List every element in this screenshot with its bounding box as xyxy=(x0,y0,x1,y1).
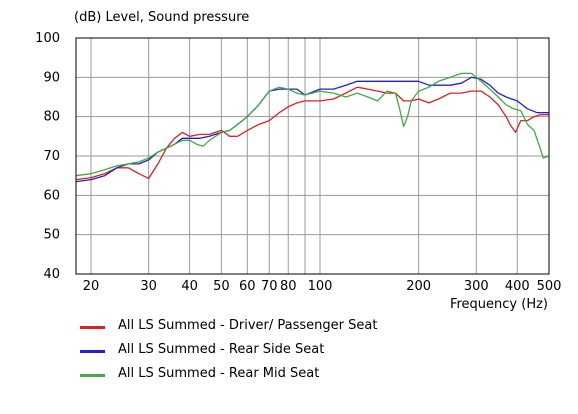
y-tick-label: 100 xyxy=(35,31,60,46)
series-line-2 xyxy=(75,72,550,177)
data-series xyxy=(75,72,550,183)
x-tick-label: 50 xyxy=(213,279,230,294)
x-tick-label: 40 xyxy=(181,279,198,294)
y-tick-labels: 40 50 60 70 80 90 100 xyxy=(35,31,60,282)
legend-swatch-red xyxy=(80,326,105,329)
x-tick-label: 20 xyxy=(83,279,100,294)
x-tick-label: 70 xyxy=(261,279,278,294)
y-tick-label: 90 xyxy=(43,70,60,85)
y-tick-label: 70 xyxy=(43,149,60,164)
x-tick-label: 200 xyxy=(406,279,431,294)
legend-swatch-blue xyxy=(80,350,105,353)
x-tick-label: 30 xyxy=(140,279,157,294)
legend-label: All LS Summed - Driver/ Passenger Seat xyxy=(118,318,378,333)
x-axis-title: Frequency (Hz) xyxy=(450,297,548,312)
legend-label: All LS Summed - Rear Side Seat xyxy=(118,342,325,357)
y-tick-label: 60 xyxy=(43,188,60,203)
x-tick-label: 400 xyxy=(505,279,530,294)
grid-lines xyxy=(76,37,550,275)
x-tick-label: 60 xyxy=(239,279,256,294)
x-tick-labels: 20 30 40 50 60 70 80 100 200 300 400 500 xyxy=(83,279,562,294)
legend-swatch-green xyxy=(80,374,105,377)
x-tick-label: 500 xyxy=(537,279,562,294)
legend-label: All LS Summed - Rear Mid Seat xyxy=(118,366,320,381)
y-axis-title: (dB) Level, Sound pressure xyxy=(74,10,249,25)
x-tick-label: 300 xyxy=(464,279,489,294)
y-tick-label: 50 xyxy=(43,228,60,243)
x-tick-label: 80 xyxy=(280,279,297,294)
y-tick-label: 40 xyxy=(43,267,60,282)
plot-frame xyxy=(75,37,550,275)
y-tick-label: 80 xyxy=(43,110,60,125)
series-line-0 xyxy=(75,86,549,181)
x-tick-label: 100 xyxy=(308,279,333,294)
